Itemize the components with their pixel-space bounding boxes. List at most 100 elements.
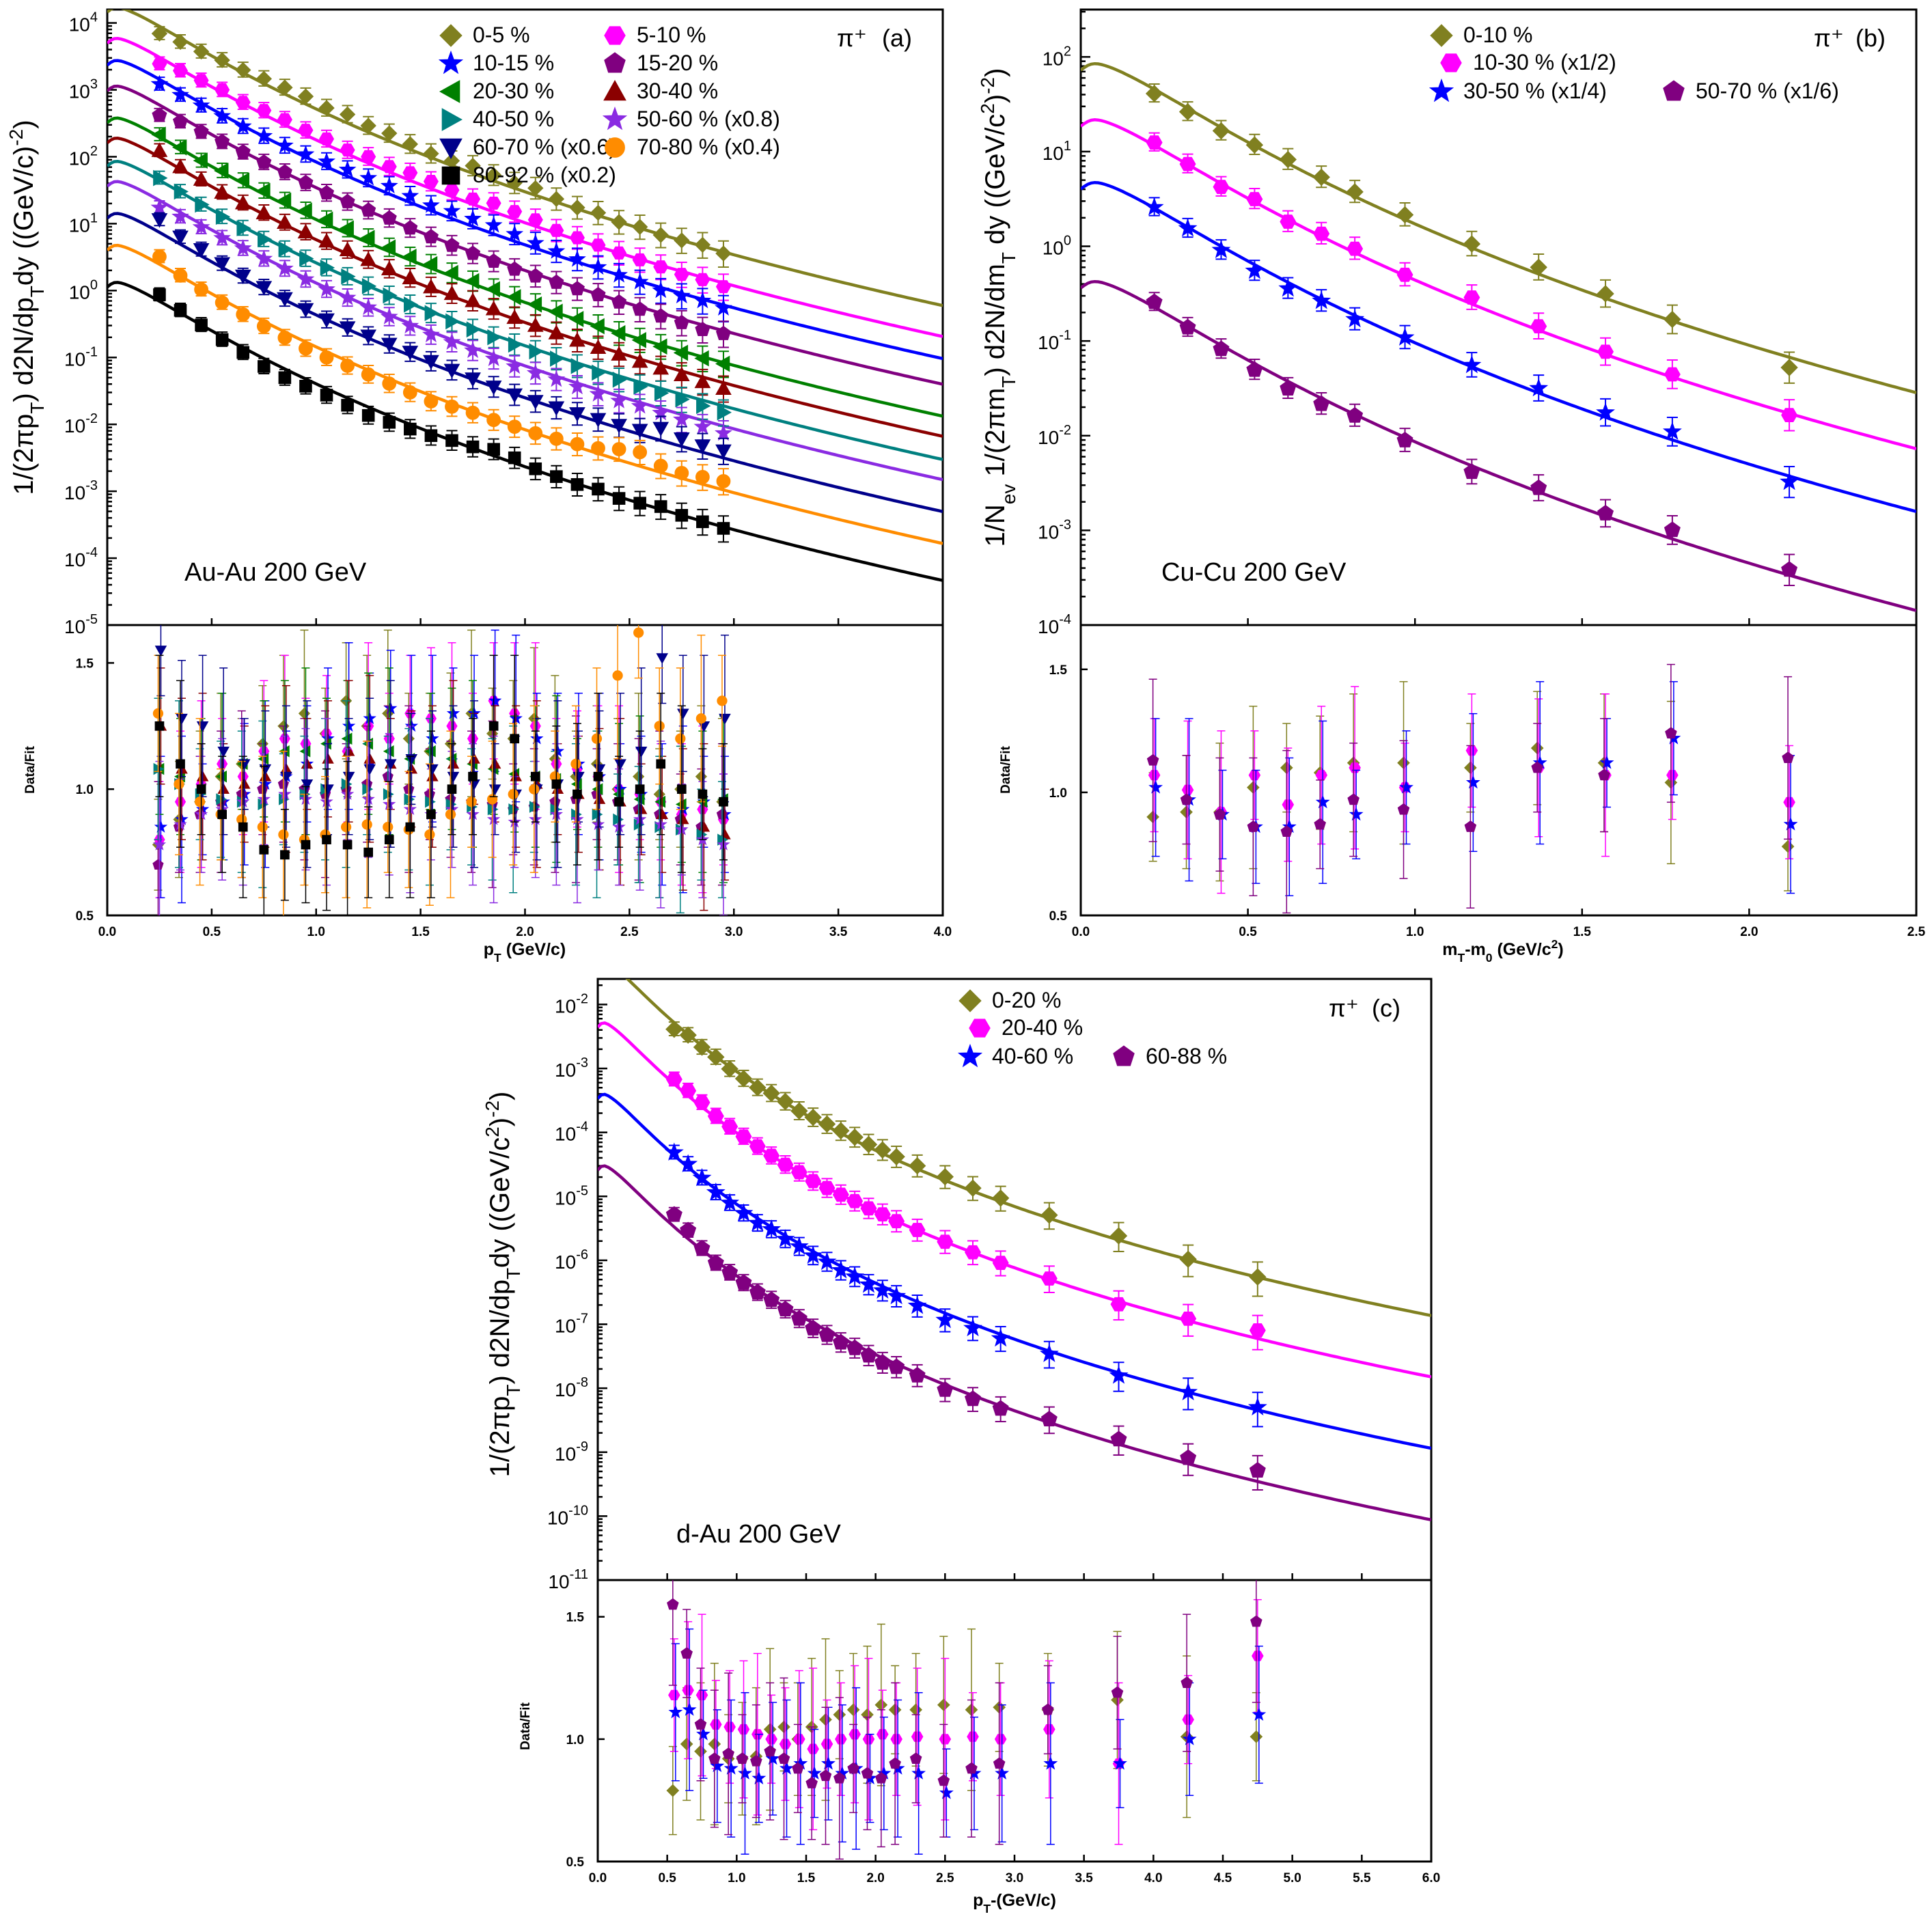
data-point [569, 199, 585, 216]
system-label: Cu-Cu 200 GeV [1161, 558, 1347, 587]
data-point [235, 61, 251, 79]
data-point [402, 166, 418, 180]
ratio-point [911, 1731, 924, 1742]
ratio-point [1465, 745, 1478, 756]
data-point [340, 143, 355, 157]
data-point [611, 324, 626, 342]
data-point [320, 389, 333, 402]
ratio-axis-label: Data/Fit [23, 745, 38, 793]
ratio-plot-frame [106, 624, 944, 917]
y-tick-base: 10 [555, 1124, 576, 1145]
data-point [276, 192, 292, 209]
data-point [775, 1229, 795, 1247]
ratio-point [383, 822, 394, 833]
data-point [318, 100, 335, 116]
data-point [789, 1236, 809, 1255]
data-point [937, 1234, 954, 1249]
data-point [673, 344, 689, 361]
data-point [570, 437, 585, 452]
data-point [1463, 463, 1480, 480]
data-point [632, 253, 648, 266]
data-point [763, 1291, 780, 1308]
y-tick-base: 10 [548, 1571, 569, 1592]
ratio-point [805, 1777, 818, 1788]
x-axis-label-part: T [1458, 951, 1465, 965]
ratio-point [861, 1767, 874, 1779]
data-point [846, 1339, 864, 1355]
data-point [360, 251, 377, 266]
y-tick-label: 10-2 [1038, 423, 1071, 448]
data-point [1040, 1411, 1058, 1427]
data-point [359, 298, 378, 316]
ratio-point [676, 784, 687, 794]
legend-marker [603, 79, 626, 101]
data-point [680, 1221, 697, 1238]
data-point [872, 1280, 892, 1299]
data-point [485, 301, 502, 316]
data-point [652, 338, 667, 355]
ratio-point [738, 1766, 752, 1780]
data-point [152, 107, 167, 122]
data-points [1144, 83, 1799, 586]
ratio-point [668, 1689, 680, 1700]
y-tick-exponent: 3 [90, 77, 98, 92]
data-point [716, 473, 731, 488]
data-point [318, 313, 335, 329]
data-point [171, 207, 189, 225]
data-point [299, 341, 313, 356]
legend-marker [441, 108, 463, 131]
data-point [991, 1328, 1010, 1347]
data-point [150, 74, 169, 92]
ratio-point [723, 1760, 739, 1775]
data-point [506, 289, 521, 305]
y-axis-label-part: ) [485, 1092, 515, 1101]
data-point [444, 183, 460, 197]
data-point [1462, 355, 1482, 374]
data-point [633, 497, 646, 510]
data-point [1530, 479, 1547, 495]
data-point [236, 220, 251, 236]
legend-marker [604, 26, 626, 45]
legend-label: 20-40 % [1002, 1015, 1083, 1040]
legend-label: 5-10 % [637, 23, 706, 47]
y-tick-base: 10 [1043, 48, 1064, 69]
ratio-point [635, 746, 648, 758]
data-point [256, 182, 271, 199]
data-point [1249, 1268, 1267, 1286]
data-point [611, 294, 627, 309]
fit-curve-1 [598, 1021, 1431, 1379]
data-point [715, 444, 732, 459]
data-point [382, 376, 397, 391]
data-point [790, 1310, 808, 1326]
ratio-point [1250, 1615, 1262, 1627]
data-point [339, 220, 354, 237]
y-axis-label-part: dy ((GeV/c) [9, 146, 39, 286]
data-point [256, 319, 271, 333]
ratio-point [466, 797, 477, 807]
data-point [275, 259, 294, 277]
legend-marker [969, 1019, 991, 1038]
legend-label: 40-50 % [473, 107, 554, 131]
x-axis-label-part: p [973, 1891, 983, 1910]
data-point [735, 1274, 752, 1290]
ratio-point [1783, 797, 1795, 807]
data-point [443, 264, 458, 281]
ratio-point [238, 822, 248, 832]
data-point [695, 469, 710, 484]
data-point [907, 1295, 927, 1314]
data-point [1664, 367, 1681, 382]
data-point [527, 395, 544, 410]
data-point [570, 478, 584, 491]
data-point [465, 192, 481, 206]
data-point [151, 126, 166, 143]
data-point [693, 1038, 711, 1056]
y-tick-exponent: -10 [568, 1503, 588, 1518]
data-point [1530, 319, 1547, 333]
ratio-point [405, 754, 418, 765]
ratio-axis-label: Data/Fit [999, 745, 1013, 793]
data-point [171, 139, 187, 156]
data-point [338, 288, 357, 305]
y-tick-exponent: -6 [576, 1247, 588, 1262]
ratio-point [1464, 820, 1477, 832]
y-tick-exponent: -3 [1059, 517, 1071, 532]
